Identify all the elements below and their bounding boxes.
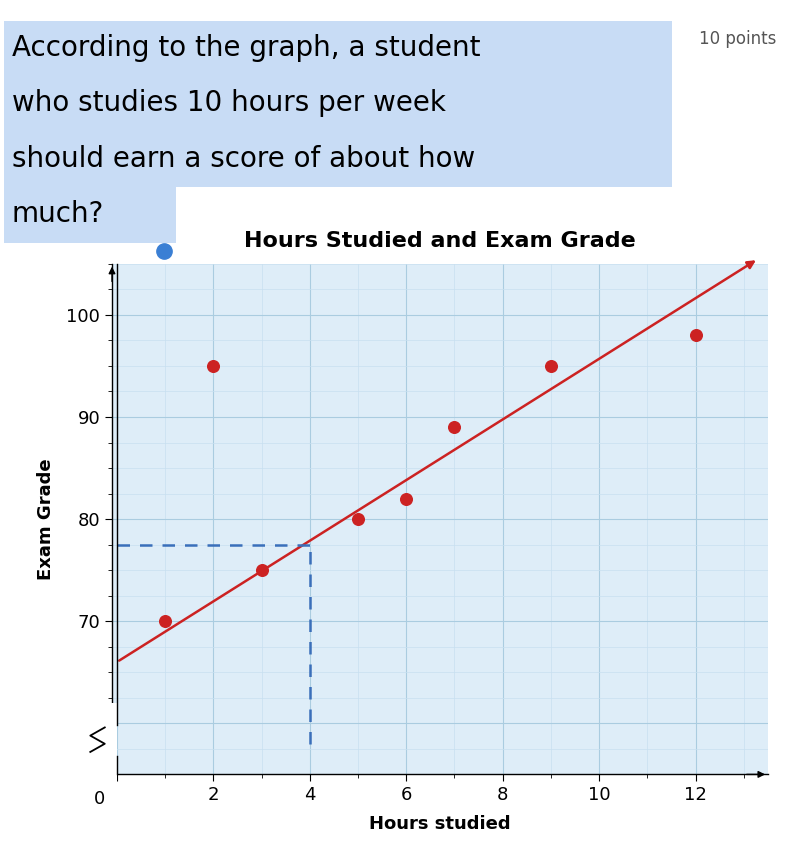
Point bbox=[255, 563, 268, 577]
Bar bbox=[59, 703, 117, 785]
Point bbox=[158, 614, 171, 628]
Text: should earn a score of about how: should earn a score of about how bbox=[12, 145, 475, 173]
Text: much?: much? bbox=[12, 200, 104, 228]
Title: Hours Studied and Exam Grade: Hours Studied and Exam Grade bbox=[244, 231, 636, 251]
Point bbox=[690, 328, 702, 342]
Text: 10 points: 10 points bbox=[698, 30, 776, 48]
Point bbox=[400, 492, 413, 505]
Text: who studies 10 hours per week: who studies 10 hours per week bbox=[12, 89, 446, 117]
Y-axis label: Exam Grade: Exam Grade bbox=[38, 459, 55, 580]
Bar bbox=[4, 77, 672, 132]
Point bbox=[545, 359, 558, 373]
Bar bbox=[4, 187, 176, 243]
Text: According to the graph, a student: According to the graph, a student bbox=[12, 34, 481, 62]
Bar bbox=[4, 132, 672, 187]
Text: 0: 0 bbox=[94, 790, 106, 808]
Point bbox=[207, 359, 220, 373]
X-axis label: Hours studied: Hours studied bbox=[369, 815, 511, 833]
Point bbox=[448, 420, 461, 434]
Bar bbox=[4, 21, 672, 77]
Point bbox=[352, 512, 365, 526]
